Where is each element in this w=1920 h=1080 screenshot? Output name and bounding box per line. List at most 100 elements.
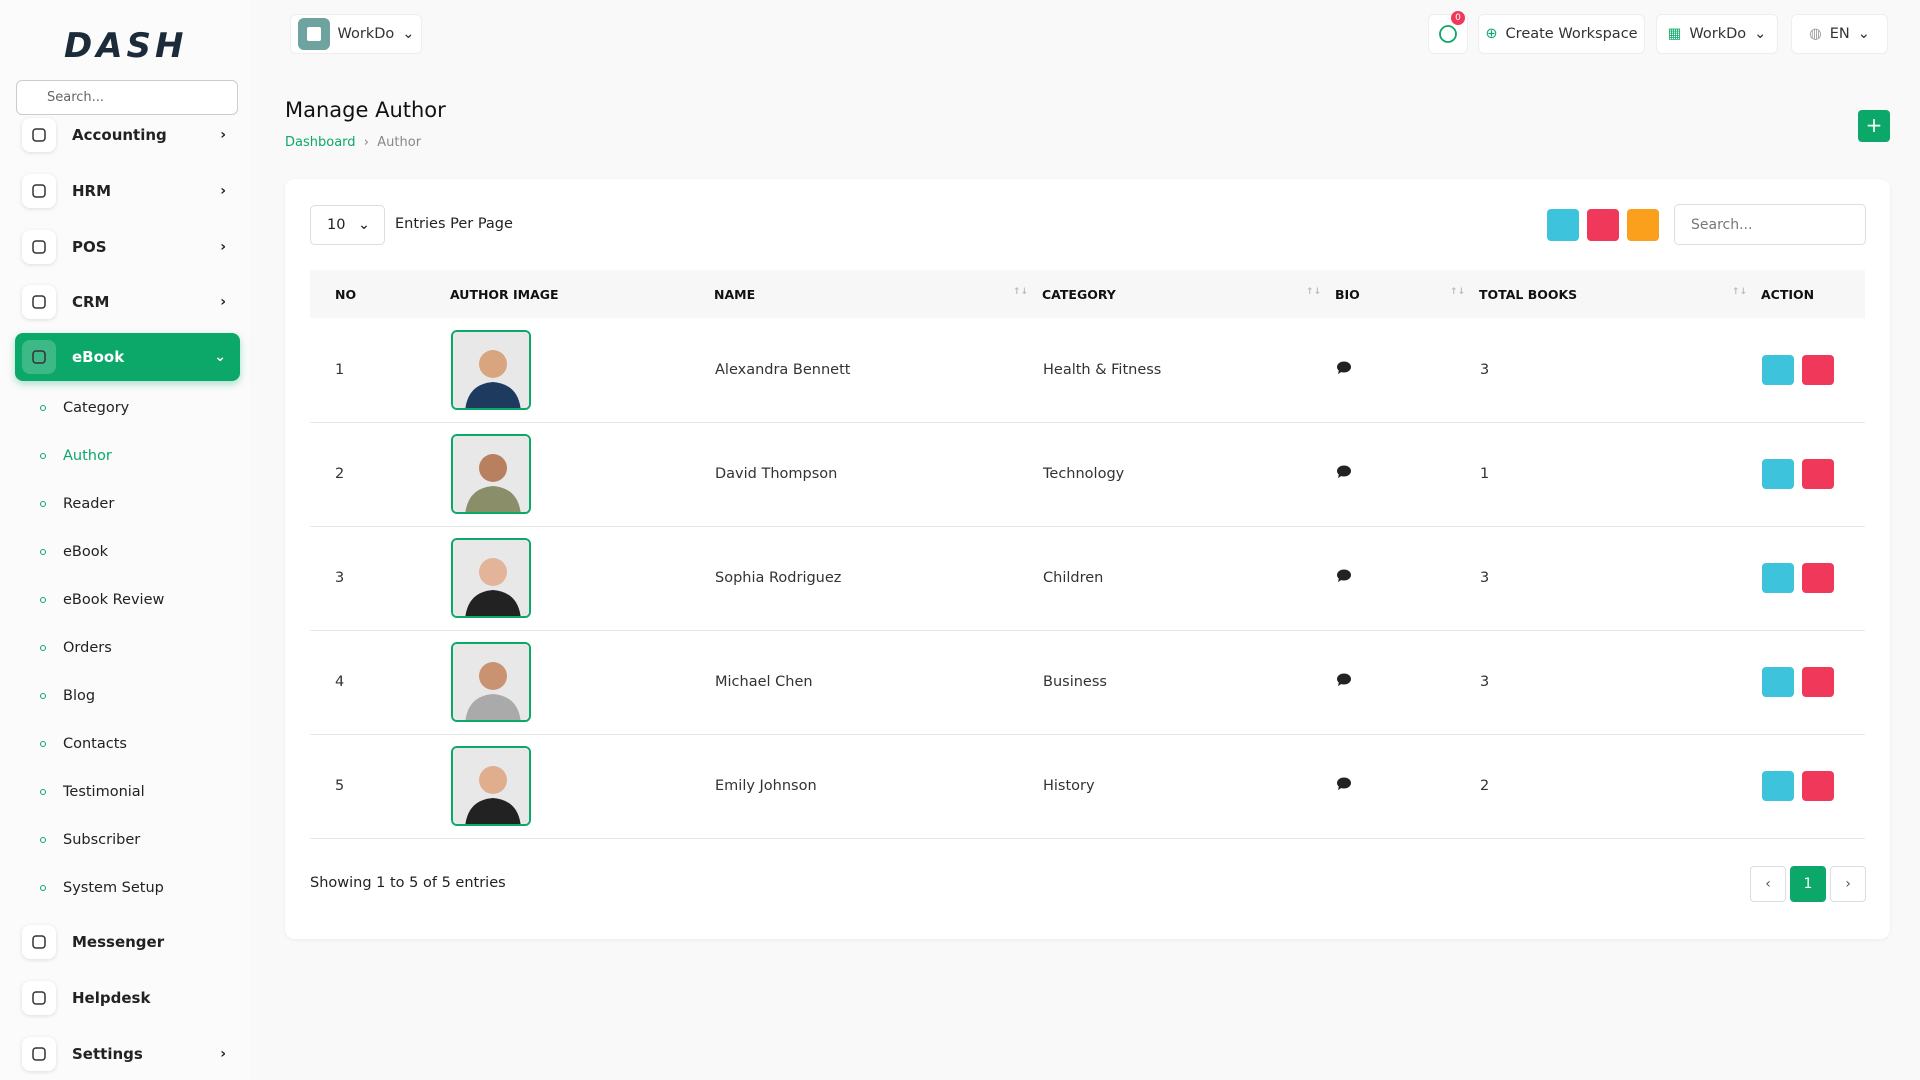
cell-name: Emily Johnson — [714, 734, 1042, 839]
submenu-label: System Setup — [63, 880, 164, 896]
cell-image — [450, 734, 714, 839]
submenu-label: Blog — [63, 688, 96, 704]
column-header: BIO — [1335, 270, 1479, 318]
next-page[interactable]: › — [1830, 866, 1866, 902]
menu-item[interactable]: HRM › — [15, 167, 240, 215]
bullet — [40, 645, 46, 651]
export-button[interactable] — [1547, 209, 1579, 241]
chevron: › — [220, 294, 226, 310]
bullet — [40, 453, 46, 459]
bio-icon[interactable] — [1336, 777, 1352, 795]
edit-button[interactable] — [1762, 771, 1794, 801]
author-image — [451, 642, 531, 722]
submenu-label: Testimonial — [63, 784, 145, 800]
chevron: ⌄ — [402, 26, 415, 42]
breadcrumb-link[interactable]: Dashboard — [285, 135, 356, 150]
submenu-item[interactable]: Author — [40, 448, 112, 464]
menu-label: Settings — [72, 1045, 143, 1063]
bio-icon[interactable] — [1336, 361, 1352, 379]
cell-total-books: 3 — [1479, 630, 1761, 735]
submenu-label: Subscriber — [63, 832, 141, 848]
column-header: TOTAL BOOKS — [1479, 270, 1761, 318]
edit-button[interactable] — [1762, 563, 1794, 593]
author-image — [451, 538, 531, 618]
sidebar-search[interactable]: Search... — [16, 80, 238, 115]
bio-icon[interactable] — [1336, 569, 1352, 587]
delete-button[interactable] — [1802, 771, 1834, 801]
submenu-label: Reader — [63, 496, 115, 512]
column-header: NAME — [714, 270, 1042, 318]
submenu-item[interactable]: Reader — [40, 496, 114, 512]
edit-button[interactable] — [1762, 459, 1794, 489]
cell-total-books: 1 — [1479, 422, 1761, 527]
sidebar: DASH Search... Accounting › HRM › POS › CRM › eB… — [0, 0, 250, 1080]
cell-action — [1761, 422, 1865, 527]
add-button[interactable]: + — [1858, 110, 1890, 142]
submenu-item[interactable]: Orders — [40, 640, 112, 656]
delete-button[interactable] — [1802, 667, 1834, 697]
workspace-switcher[interactable]: WorkDo ⌄ — [290, 14, 422, 54]
entries-select[interactable]: 10 ⌄ — [310, 205, 385, 245]
language-menu[interactable]: ◍ EN ⌄ — [1791, 14, 1888, 54]
bullet — [40, 885, 46, 891]
submenu-item[interactable]: Contacts — [40, 736, 127, 752]
globe-icon: ◍ — [1809, 26, 1822, 42]
table-row: 3 Sophia Rodriguez Children 3 — [310, 526, 1865, 631]
create-workspace-button[interactable]: ⊕ Create Workspace — [1478, 14, 1645, 54]
menu-item[interactable]: POS › — [15, 223, 240, 271]
submenu-label: Orders — [63, 640, 112, 656]
submenu-item[interactable]: Subscriber — [40, 832, 140, 848]
cell-category: History — [1042, 734, 1335, 839]
menu-icon — [22, 285, 56, 319]
page-title: Manage Author — [285, 98, 446, 122]
reset-button[interactable] — [1587, 209, 1619, 241]
cell-bio — [1335, 422, 1479, 527]
delete-button[interactable] — [1802, 563, 1834, 593]
submenu-label: eBook Review — [63, 592, 165, 608]
menu-item[interactable]: Messenger — [15, 918, 240, 966]
column-header: CATEGORY — [1042, 270, 1335, 318]
submenu-label: Author — [63, 448, 112, 464]
bullet — [40, 789, 46, 795]
submenu-item[interactable]: Testimonial — [40, 784, 145, 800]
bullet — [40, 741, 46, 747]
edit-button[interactable] — [1762, 667, 1794, 697]
cell-image — [450, 630, 714, 735]
menu-item[interactable]: eBook ⌄ — [15, 333, 240, 381]
table-row: 5 Emily Johnson History 2 — [310, 734, 1865, 839]
cell-category: Children — [1042, 526, 1335, 631]
column-header: ACTION — [1761, 270, 1865, 318]
cell-total-books: 3 — [1479, 318, 1761, 423]
delete-button[interactable] — [1802, 354, 1834, 385]
messages-button[interactable]: 0 — [1428, 11, 1468, 54]
bullet — [40, 837, 46, 843]
current-page[interactable]: 1 — [1790, 866, 1826, 902]
user-menu[interactable]: ▦ WorkDo ⌄ — [1656, 14, 1778, 54]
submenu-item[interactable]: Blog — [40, 688, 95, 704]
edit-button[interactable] — [1762, 354, 1794, 385]
menu-item[interactable]: Helpdesk — [15, 974, 240, 1022]
menu-label: Messenger — [72, 933, 165, 951]
prev-page[interactable]: ‹ — [1750, 866, 1786, 902]
submenu-item[interactable]: eBook — [40, 544, 108, 560]
table-body: 1 Alexandra Bennett Health & Fitness 3 2 Davi… — [310, 318, 1865, 839]
menu-item[interactable]: CRM › — [15, 278, 240, 326]
submenu-item[interactable]: eBook Review — [40, 592, 164, 608]
delete-button[interactable] — [1802, 459, 1834, 489]
submenu-item[interactable]: Category — [40, 400, 129, 416]
user-name: WorkDo — [1689, 26, 1747, 42]
bio-icon[interactable] — [1336, 673, 1352, 691]
logo[interactable]: DASH — [64, 26, 188, 66]
menu-item[interactable]: Settings › — [15, 1030, 240, 1078]
cell-no: 1 — [310, 318, 450, 423]
submenu-item[interactable]: System Setup — [40, 880, 164, 896]
bio-icon[interactable] — [1336, 465, 1352, 483]
cell-total-books: 3 — [1479, 526, 1761, 631]
reload-button[interactable] — [1627, 209, 1659, 241]
table-search[interactable]: Search... — [1674, 204, 1866, 245]
menu-item[interactable]: Accounting › — [15, 111, 240, 159]
author-image — [451, 434, 531, 514]
